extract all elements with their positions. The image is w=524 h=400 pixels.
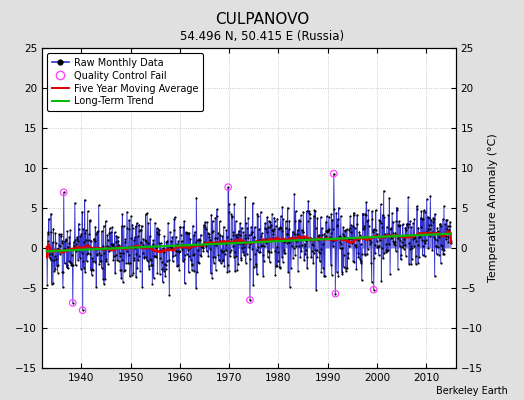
Legend: Raw Monthly Data, Quality Control Fail, Five Year Moving Average, Long-Term Tren: Raw Monthly Data, Quality Control Fail, … (47, 53, 203, 111)
Point (331, 290, 340, 297)
Point (330, 170, 338, 177)
Point (60, 189, 68, 196)
Text: Berkeley Earth: Berkeley Earth (436, 386, 508, 396)
Point (224, 184, 232, 190)
Text: CULPANOVO: CULPANOVO (215, 12, 309, 27)
Y-axis label: Temperature Anomaly (°C): Temperature Anomaly (°C) (488, 134, 498, 282)
Text: 54.496 N, 50.415 E (Russia): 54.496 N, 50.415 E (Russia) (180, 30, 344, 43)
Point (79, 307, 87, 314)
Point (369, 286, 378, 293)
Point (246, 297, 254, 303)
Point (69, 300, 77, 306)
